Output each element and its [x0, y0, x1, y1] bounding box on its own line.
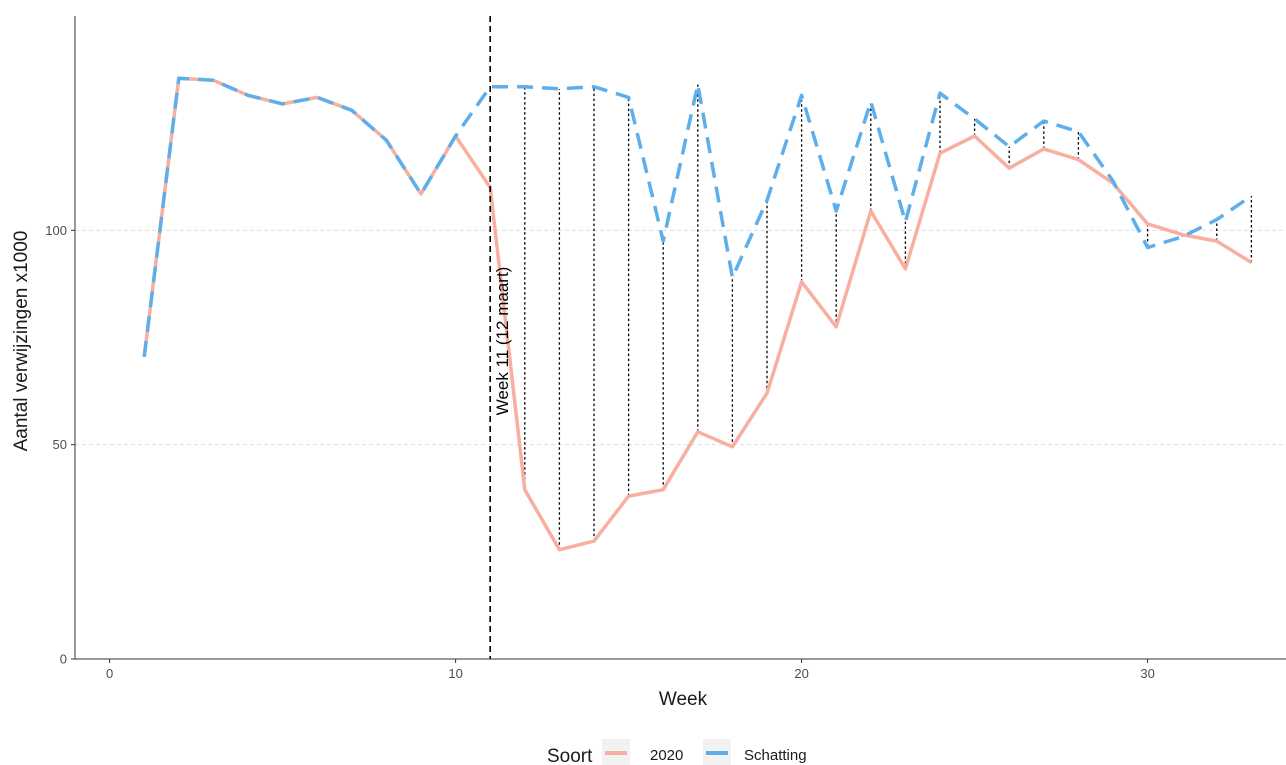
grid-layer: [75, 229, 1286, 446]
legend-label-schatting: Schatting: [744, 747, 807, 764]
legend-title: Soort: [547, 746, 593, 765]
legend: Soort 2020 Schatting: [547, 739, 807, 765]
x-tick-label: 10: [448, 666, 462, 681]
series-layer: [142, 76, 1253, 552]
difference-segments: [524, 84, 1253, 550]
y-tick-label: 50: [53, 437, 67, 452]
x-tick-label: 0: [106, 666, 113, 681]
y-tick-label: 100: [45, 223, 67, 238]
series-line-2020: [142, 76, 1253, 552]
legend-label-2020: 2020: [650, 747, 683, 764]
y-tick-label: 0: [60, 652, 67, 667]
x-tick-label: 20: [794, 666, 808, 681]
x-tick-label: 30: [1140, 666, 1154, 681]
axes: 0 50 100 0 10 20 30: [45, 16, 1286, 681]
vertical-reference: Week 11 (12 maart): [489, 16, 512, 659]
x-axis-title: Week: [659, 689, 708, 710]
series-line-schatting: [142, 76, 1253, 358]
week-11-label: Week 11 (12 maart): [493, 267, 512, 416]
y-axis-title: Aantal verwijzingen x1000: [11, 231, 32, 452]
